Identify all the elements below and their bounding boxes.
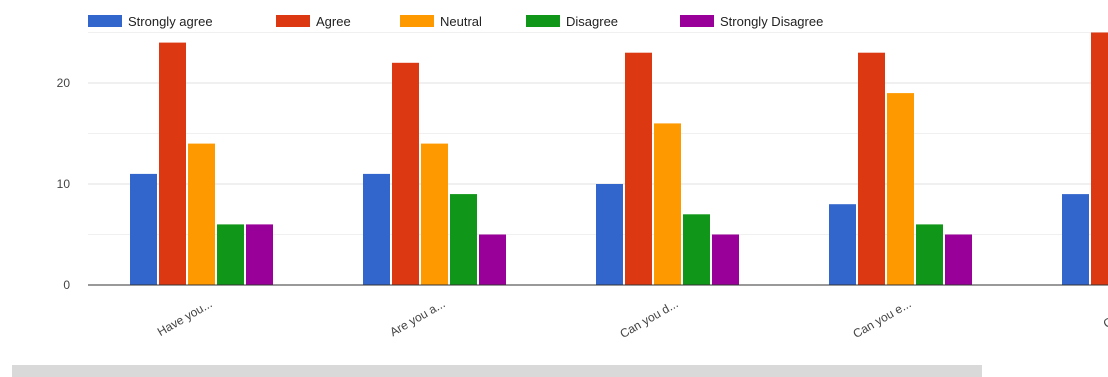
bar-neutral: [887, 93, 914, 285]
bar-disagree: [217, 224, 244, 285]
legend: Strongly agree Agree Neutral Disagree Strong…: [88, 14, 823, 29]
legend-swatch: [400, 15, 434, 27]
x-category-label: Can you d...: [617, 296, 680, 340]
bar-neutral: [654, 123, 681, 286]
bar-strongly-disagree: [246, 224, 273, 285]
x-category-label: Can you e...: [850, 296, 913, 340]
horizontal-scrollbar[interactable]: [12, 365, 982, 377]
bar-strongly-agree: [596, 184, 623, 285]
bar-agree: [159, 42, 186, 285]
legend-label: Strongly Disagree: [720, 14, 823, 29]
bar-neutral: [188, 143, 215, 285]
legend-label: Disagree: [566, 14, 618, 29]
x-category-label: Have you...: [155, 296, 215, 338]
category-labels: Have you... Are you a... Can you d... Can y…: [155, 296, 1108, 340]
legend-label: Agree: [316, 14, 351, 29]
bar-strongly-disagree: [945, 234, 972, 285]
bar-strongly-disagree: [712, 234, 739, 285]
bar-strongly-agree: [1062, 194, 1089, 285]
x-category-label: Are you a...: [387, 296, 447, 339]
bar-strongly-disagree: [479, 234, 506, 285]
y-axis-ticks: 0 10 20: [57, 76, 71, 292]
bar-agree: [1091, 32, 1108, 285]
legend-swatch: [88, 15, 122, 27]
bar-disagree: [450, 194, 477, 285]
legend-label: Strongly agree: [128, 14, 213, 29]
bar-agree: [625, 52, 652, 286]
bar-disagree: [683, 214, 710, 285]
bar-strongly-agree: [829, 204, 856, 285]
bar-strongly-agree: [363, 173, 390, 285]
bar-strongly-agree: [130, 173, 157, 285]
bars: [130, 32, 1108, 286]
legend-label: Neutral: [440, 14, 482, 29]
bar-agree: [858, 52, 885, 286]
bar-agree: [392, 62, 419, 285]
bar-disagree: [916, 224, 943, 285]
bar-neutral: [421, 143, 448, 285]
y-tick-label: 10: [57, 177, 71, 191]
legend-swatch: [680, 15, 714, 27]
y-tick-label: 0: [63, 278, 70, 292]
legend-swatch: [526, 15, 560, 27]
legend-swatch: [276, 15, 310, 27]
x-category-label: Can you: [1101, 296, 1108, 330]
y-tick-label: 20: [57, 76, 71, 90]
